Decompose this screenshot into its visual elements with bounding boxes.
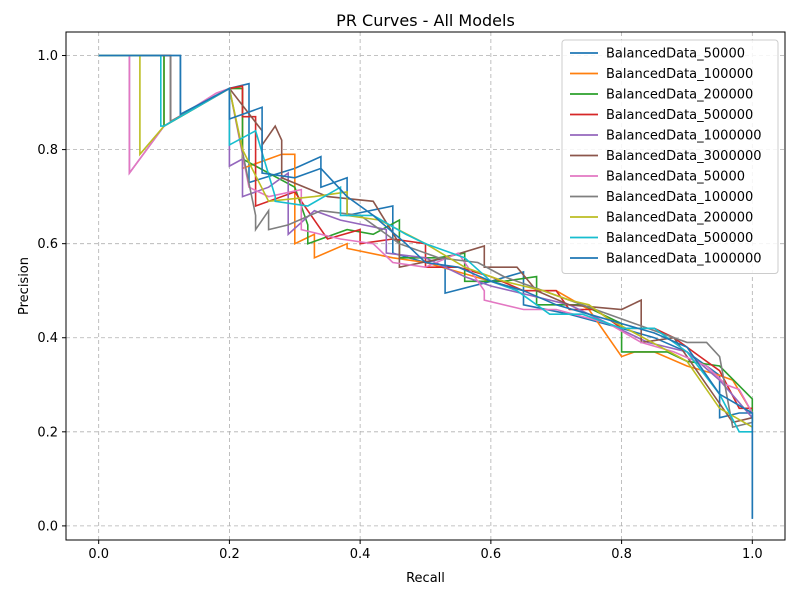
y-tick-label: 0.4	[37, 331, 58, 346]
series-line-7	[98, 54, 753, 429]
x-tick-label: 0.6	[481, 547, 502, 562]
x-tick-label: 0.8	[611, 547, 632, 562]
x-tick-label: 0.4	[350, 547, 371, 562]
legend-label-0: BalancedData_50000	[606, 47, 745, 62]
legend-label-1: BalancedData_100000	[606, 67, 753, 82]
legend-label-8: BalancedData_200000	[606, 211, 753, 226]
series-line-3	[98, 54, 753, 410]
legend-label-10: BalancedData_1000000	[606, 252, 762, 267]
plot-frame	[65, 31, 786, 541]
legend: BalancedData_50000 BalancedData_100000 Bal…	[561, 39, 779, 274]
tick-layer: 0.0 0.2 0.4 0.6 0.8 1.0 0.0 0.2 0.4 0.6 0.8 1.0	[37, 49, 762, 562]
legend-box	[561, 39, 779, 274]
series-line-6	[98, 54, 753, 414]
y-tick-label: 0.2	[37, 425, 58, 440]
legend-label-2: BalancedData_200000	[606, 88, 753, 103]
legend-label-9: BalancedData_500000	[606, 231, 753, 246]
legend-label-3: BalancedData_500000	[606, 108, 753, 123]
chart-title: PR Curves - All Models	[336, 11, 515, 30]
y-tick-label: 0.6	[37, 237, 58, 252]
grid-layer	[66, 32, 785, 540]
series-line-10	[98, 54, 754, 519]
y-axis-label: Precision	[17, 257, 32, 315]
legend-label-4: BalancedData_1000000	[606, 129, 762, 144]
y-tick-label: 0.0	[37, 519, 58, 534]
x-tick-label: 0.0	[88, 547, 109, 562]
x-tick-label: 0.2	[219, 547, 240, 562]
y-tick-label: 0.8	[37, 143, 58, 158]
legend-label-5: BalancedData_3000000	[606, 149, 762, 164]
x-axis-label: Recall	[406, 571, 445, 586]
y-tick-label: 1.0	[37, 49, 58, 64]
series-layer	[98, 54, 754, 519]
legend-label-7: BalancedData_100000	[606, 190, 753, 205]
x-tick-label: 1.0	[742, 547, 763, 562]
legend-label-6: BalancedData_50000	[606, 170, 745, 185]
